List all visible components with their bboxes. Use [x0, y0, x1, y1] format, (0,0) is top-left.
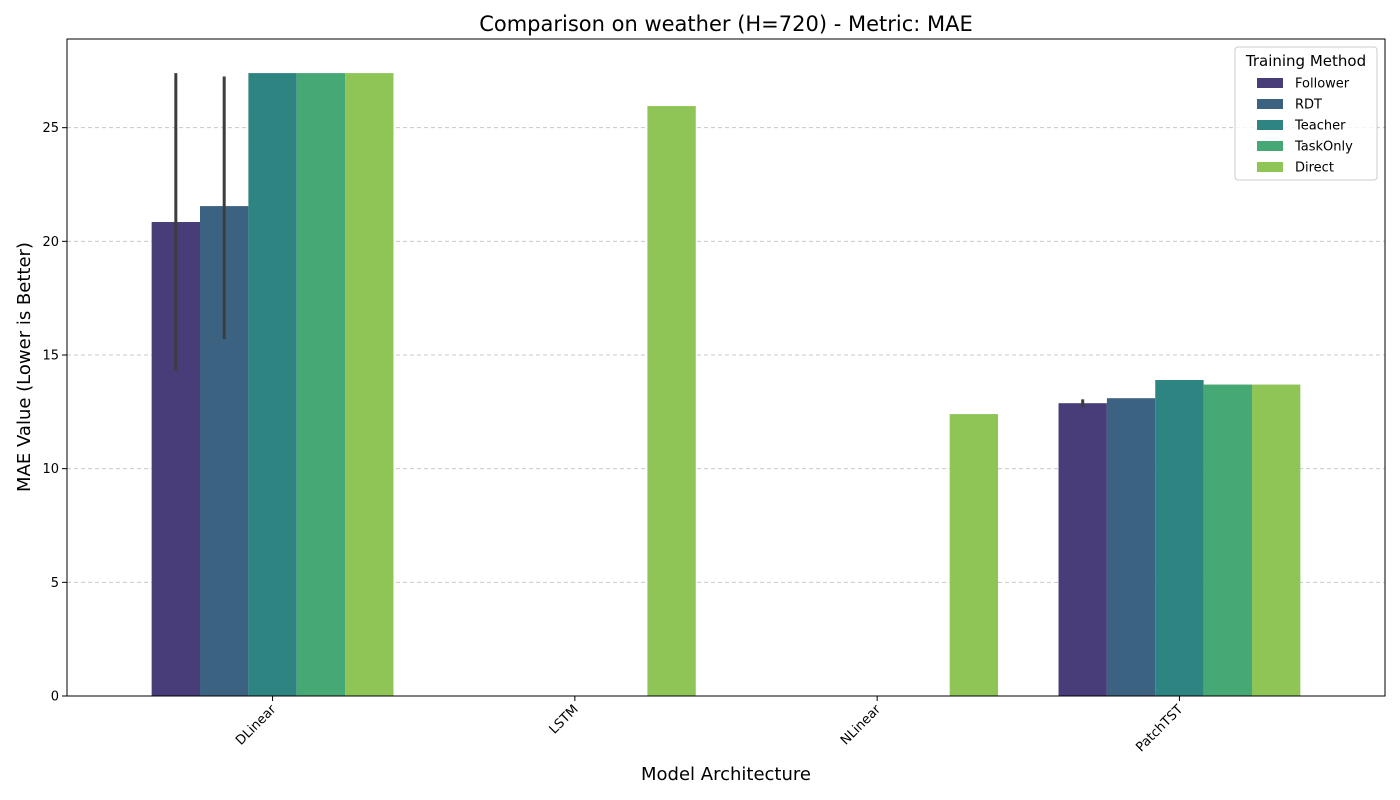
- x-tick-label-nlinear: NLinear: [838, 702, 885, 749]
- y-tick-label: 25: [42, 121, 59, 136]
- bar-teacher-dlinear: [248, 73, 297, 697]
- legend-label-rdt: RDT: [1295, 98, 1322, 113]
- legend-label-follower: Follower: [1295, 77, 1350, 92]
- legend-swatch-direct: [1257, 162, 1283, 172]
- legend-swatch-follower: [1257, 78, 1283, 88]
- bars: [151, 73, 1301, 697]
- bar-direct-dlinear: [345, 73, 394, 697]
- x-tick-label-patchtst: PatchTST: [1133, 702, 1186, 755]
- bar-taskonly-dlinear: [296, 73, 346, 697]
- error-bars: [174, 73, 1085, 408]
- y-tick-label: 0: [51, 690, 59, 705]
- y-tick-label: 5: [51, 576, 59, 591]
- y-axis-title: MAE Value (Lower is Better): [14, 242, 35, 492]
- chart-title: Comparison on weather (H=720) - Metric: …: [479, 12, 973, 36]
- bar-direct-lstm: [647, 106, 696, 696]
- bar-teacher-patchtst: [1155, 380, 1204, 696]
- legend-label-teacher: Teacher: [1294, 119, 1346, 134]
- legend-title: Training Method: [1245, 52, 1366, 70]
- legend-swatch-teacher: [1257, 120, 1283, 130]
- x-tick-label-dlinear: DLinear: [233, 702, 280, 749]
- legend-swatch-rdt: [1257, 99, 1283, 109]
- y-tick-label: 20: [42, 235, 59, 250]
- y-tick-label: 15: [42, 348, 59, 363]
- plot-frame: [66, 38, 1386, 697]
- bar-taskonly-patchtst: [1203, 384, 1252, 696]
- bar-follower-patchtst: [1058, 403, 1107, 696]
- x-axis: DLinear LSTM NLinear PatchTST: [233, 696, 1186, 755]
- legend-label-direct: Direct: [1295, 161, 1334, 176]
- bar-direct-nlinear: [949, 414, 999, 696]
- legend-swatch-taskonly: [1257, 141, 1283, 151]
- bar-direct-patchtst: [1251, 384, 1301, 696]
- legend-label-taskonly: TaskOnly: [1294, 140, 1353, 155]
- bar-rdt-patchtst: [1106, 398, 1156, 696]
- y-tick-label: 10: [42, 462, 59, 477]
- y-axis: 0 5 10 15 20 25: [42, 121, 67, 705]
- legend: Training Method Follower RDT Teacher TaskOn…: [1234, 46, 1378, 181]
- x-tick-label-lstm: LSTM: [547, 702, 582, 737]
- x-axis-title: Model Architecture: [641, 764, 811, 785]
